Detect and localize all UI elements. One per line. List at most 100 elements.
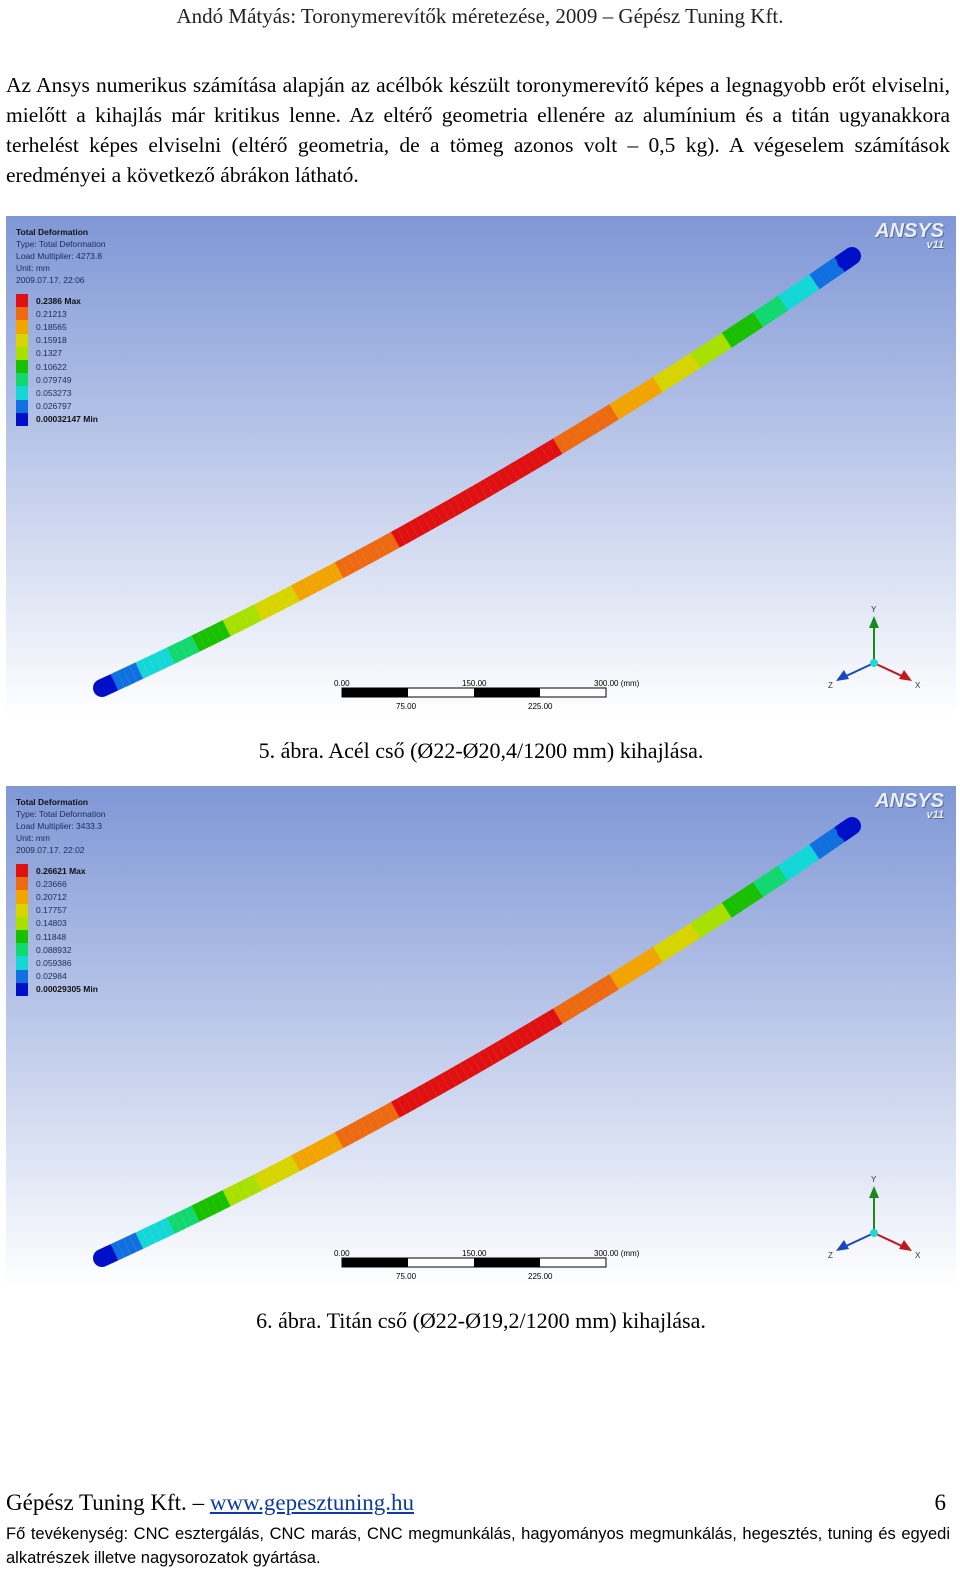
scale-bar: 0.00 150.00 300.00 (mm) 75.00 225.00	[334, 1249, 640, 1281]
beam-segment	[235, 610, 250, 631]
legend-row: 0.059386	[16, 956, 106, 970]
beam-segment	[765, 869, 782, 889]
beam-segment	[509, 1030, 525, 1050]
axis-z-label: Z	[828, 681, 833, 690]
legend-row: 0.26621 Max	[16, 864, 106, 878]
beam-segment	[771, 865, 789, 885]
legend: Total Deformation Type: Total Deformatio…	[16, 796, 106, 996]
beam-segment	[821, 261, 839, 281]
load-multiplier: Load Multiplier: 3433.3	[16, 821, 103, 831]
beam-segment	[478, 478, 494, 499]
beam-segment	[179, 638, 194, 658]
beam-segment	[172, 1211, 187, 1231]
beam-segment	[247, 604, 262, 624]
result-type: Type: Total Deformation	[16, 239, 106, 249]
beam-segment	[284, 585, 300, 605]
beam-segment	[671, 930, 688, 951]
beam-segment	[590, 981, 607, 1002]
beam-segment	[740, 316, 757, 336]
beam-segment	[609, 970, 626, 990]
beam-segment	[728, 894, 745, 914]
beam-segment	[453, 493, 469, 513]
beam-segment	[260, 598, 275, 618]
axis-y-label: Y	[871, 1175, 877, 1184]
beam-segment	[790, 282, 807, 302]
beam-segment	[235, 1180, 250, 1201]
beam-segment	[222, 617, 237, 637]
beam-segment	[185, 1205, 200, 1225]
beam-segment	[422, 511, 438, 531]
beam-segment	[453, 1063, 469, 1083]
legend-row: 0.18565	[16, 320, 106, 334]
beam-segment	[696, 914, 713, 935]
beam-segment	[447, 496, 463, 517]
beam-segment	[659, 938, 676, 959]
beam-segment	[104, 1244, 119, 1264]
beam-segment	[216, 1190, 231, 1210]
beam-segment	[110, 1241, 125, 1261]
beam-segment	[328, 1132, 344, 1152]
beam-segment	[621, 392, 638, 412]
scale-tick-150: 150.00	[462, 679, 487, 688]
beam-segment	[328, 562, 344, 582]
scale-tick-150: 150.00	[462, 1249, 487, 1258]
beam-segment	[372, 1108, 388, 1128]
beam-segment	[746, 312, 763, 332]
beam-segment	[253, 1171, 269, 1191]
beam-segment	[665, 364, 682, 385]
beam-segment	[759, 873, 776, 893]
beam-segment	[397, 524, 413, 545]
beam-segment	[160, 647, 175, 667]
beam-segment	[260, 1168, 275, 1188]
beam-segment	[803, 844, 820, 864]
result-title: Total Deformation	[16, 797, 89, 807]
beam-segment	[734, 890, 751, 910]
beam-segment	[815, 265, 833, 285]
beam-segment	[172, 641, 187, 661]
beam-segment	[191, 1202, 206, 1222]
beam-segment	[615, 966, 632, 986]
scale-tick-300: 300.00 (mm)	[594, 679, 640, 688]
scale-tick-75: 75.00	[396, 1272, 417, 1281]
beam-segment	[784, 857, 801, 877]
beam-segment	[334, 558, 350, 579]
website-link[interactable]: www.gepesztuning.hu	[209, 1490, 415, 1515]
beam-segment	[646, 946, 663, 967]
beam-segment	[653, 942, 669, 963]
beam-segment	[703, 910, 720, 930]
deformed-beam	[93, 247, 861, 697]
scale-tick-225: 225.00	[528, 1272, 553, 1281]
beam-segment	[309, 1142, 325, 1162]
beam-segment	[596, 408, 613, 428]
beam-segment	[784, 287, 801, 307]
beam-segment	[372, 538, 388, 558]
beam-segment	[104, 674, 119, 694]
footer-line: Gépész Tuning Kft. – www.gepesztuning.hu…	[6, 1490, 946, 1516]
beam-segment	[696, 344, 713, 365]
beam-segment	[291, 1152, 306, 1172]
beam-segment	[322, 1135, 338, 1155]
beam-segment	[546, 1008, 563, 1028]
beam-segment	[228, 613, 244, 634]
beam-segment	[528, 449, 544, 469]
load-multiplier: Load Multiplier: 4273.8	[16, 251, 103, 261]
beam-segment	[422, 1081, 438, 1101]
beam-segment	[796, 848, 814, 868]
beam-segment	[478, 1048, 494, 1069]
beam-segment	[771, 295, 789, 315]
beam-segment	[409, 1088, 425, 1108]
beam-segment	[496, 468, 513, 488]
beam-segment	[415, 1084, 431, 1104]
legend-row: 0.053273	[16, 386, 106, 400]
beam-segment	[684, 922, 701, 943]
page-number: 6	[934, 1490, 947, 1515]
beam-segment	[334, 1128, 350, 1149]
beam-segment	[709, 336, 726, 356]
beam-segment	[540, 1012, 557, 1032]
beam-segment	[465, 1056, 481, 1076]
beam-segment	[353, 1118, 369, 1139]
beam-segment	[204, 1196, 219, 1216]
beam-segment	[678, 356, 695, 377]
beam-segment	[565, 997, 582, 1017]
beam-segment	[266, 594, 281, 615]
